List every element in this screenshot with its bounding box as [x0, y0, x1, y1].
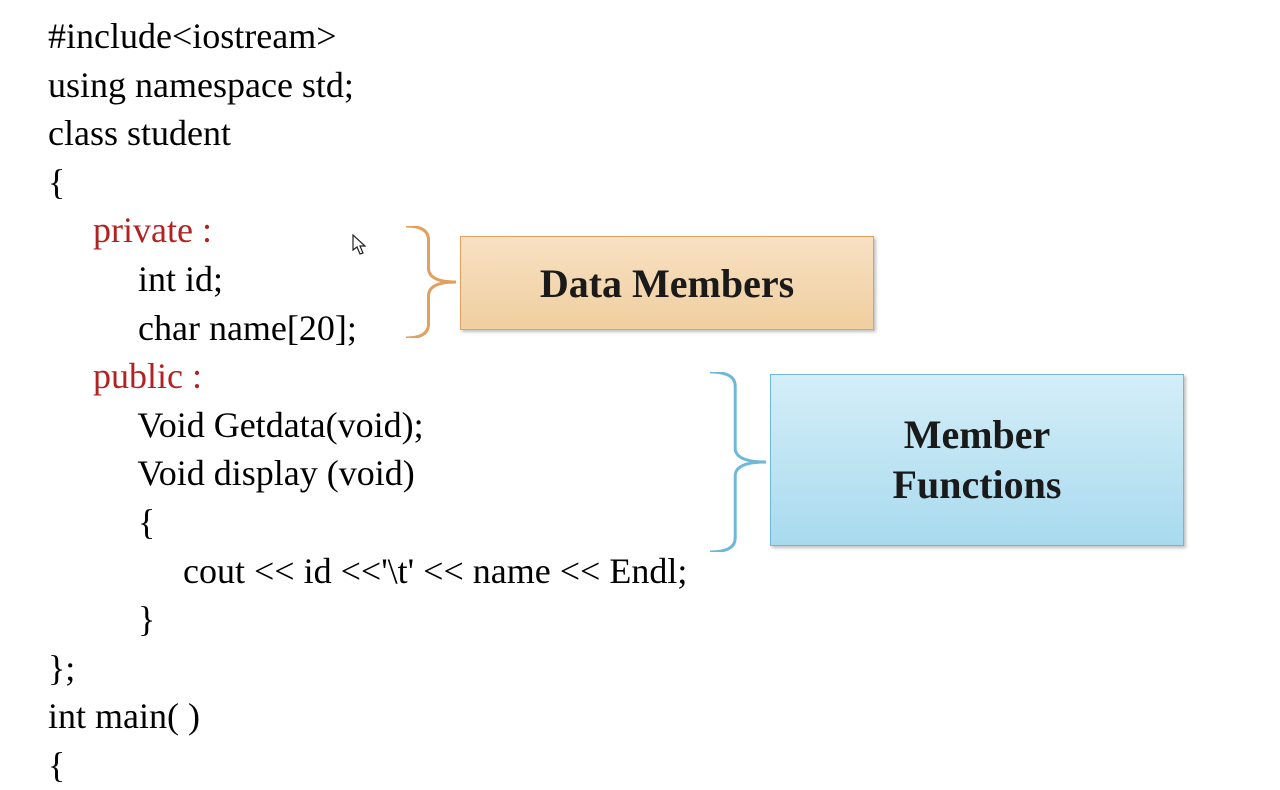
code-line-9: Void display (void) — [48, 449, 687, 498]
code-line-10: { — [48, 498, 687, 547]
code-line-14: int main( ) — [48, 692, 687, 741]
callout-member-functions-label2: Functions — [893, 460, 1062, 510]
code-line-2: class student — [48, 109, 687, 158]
code-line-13: }; — [48, 644, 687, 693]
code-line-8: Void Getdata(void); — [48, 401, 687, 450]
code-line-public: public : — [48, 352, 687, 401]
code-line-0: #include<iostream> — [48, 12, 687, 61]
code-block: #include<iostream> using namespace std; … — [48, 12, 687, 790]
code-line-1: using namespace std; — [48, 61, 687, 110]
code-line-11: cout << id <<'\t' << name << Endl; — [48, 547, 687, 596]
callout-member-functions-label1: Member — [904, 410, 1051, 460]
cursor-icon — [352, 234, 368, 256]
code-line-12: } — [48, 595, 687, 644]
callout-member-functions: Member Functions — [770, 374, 1184, 546]
brace-member-functions — [710, 372, 766, 557]
callout-data-members: Data Members — [460, 236, 874, 330]
code-line-3: { — [48, 158, 687, 207]
callout-data-members-label: Data Members — [540, 260, 794, 307]
brace-data-members — [406, 226, 456, 343]
code-line-15: { — [48, 741, 687, 790]
